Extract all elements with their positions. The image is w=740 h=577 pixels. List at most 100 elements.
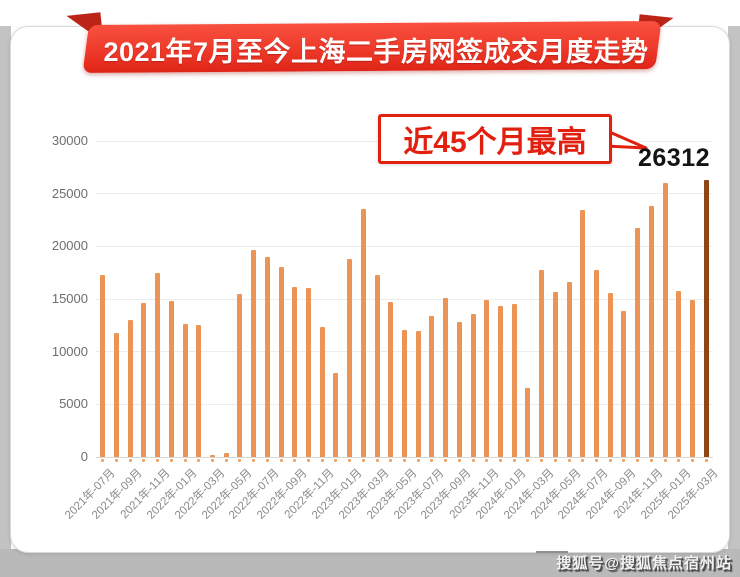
x-base-tick: [690, 459, 694, 462]
bar-2022年-10月: [306, 288, 312, 457]
x-base-tick: [498, 459, 502, 462]
x-base-tick: [677, 459, 681, 462]
gridline-20000: [96, 245, 713, 247]
x-base-tick: [594, 459, 598, 462]
x-base-tick: [567, 459, 571, 462]
x-base-tick: [416, 459, 420, 462]
bar-2023年-11月: [484, 300, 490, 457]
page-background-bottom: [0, 549, 740, 577]
bar-2023年-01月: [347, 258, 353, 457]
bar-2023年-10月: [470, 313, 476, 457]
bar-2022年-06月: [251, 249, 257, 457]
y-tick-label-20000: 20000: [51, 238, 88, 254]
peak-annotation-box: 近45个月最高: [378, 114, 612, 164]
page-background-left: [0, 26, 11, 552]
x-base-tick: [457, 459, 461, 462]
bar-2024年-04月: [552, 292, 558, 457]
watermark-text: 搜狐号@搜狐焦点宿州站: [556, 555, 732, 572]
bar-2024年-12月: [662, 183, 668, 457]
bar-2021年-09月: [127, 320, 133, 457]
x-base-tick: [471, 459, 475, 462]
x-base-tick: [444, 459, 448, 462]
x-base-tick: [389, 459, 393, 462]
bar-2022年-08月: [278, 266, 284, 457]
x-base-tick: [348, 459, 352, 462]
bar-2022年-02月: [196, 324, 202, 457]
x-base-tick: [403, 459, 406, 462]
x-base-tick: [197, 459, 201, 462]
bar-2022年-11月: [319, 327, 325, 457]
bar-2021年-07月: [100, 274, 106, 457]
chart-title: 2021年7月至今上海二手房网签成交月度走势: [103, 37, 649, 67]
x-base-tick: [622, 459, 626, 462]
bar-2024年-02月: [525, 388, 531, 457]
bar-2023年-12月: [497, 306, 503, 457]
bar-2024年-10月: [635, 228, 641, 457]
x-base-tick: [142, 459, 146, 462]
x-base-tick: [375, 459, 379, 462]
y-tick-label-5000: 5000: [59, 396, 88, 412]
x-base-tick: [238, 459, 242, 462]
bar-2023年-02月: [360, 208, 366, 457]
gridline-15000: [96, 298, 713, 300]
bar-2022年-05月: [237, 294, 243, 457]
x-base-tick: [115, 459, 119, 462]
bar-2025年-02月: [689, 299, 695, 457]
x-base-tick: [663, 459, 667, 462]
x-base-tick: [512, 459, 516, 462]
x-base-tick: [540, 459, 544, 462]
y-tick-label-0: 0: [80, 449, 88, 464]
gridline-25000: [96, 193, 713, 195]
x-base-tick: [649, 459, 653, 462]
x-base-tick: [608, 459, 612, 462]
bar-2024年-05月: [566, 282, 572, 457]
chart-card: [10, 26, 730, 553]
page-background-right: [728, 26, 740, 552]
watermark-divider: [536, 551, 568, 553]
x-base-tick: [293, 459, 297, 462]
x-base-tick: [265, 459, 269, 462]
x-base-tick: [224, 459, 228, 462]
bar-2022年-09月: [292, 287, 298, 457]
y-tick-label-10000: 10000: [51, 343, 88, 359]
peak-value-label: 26312: [638, 144, 711, 172]
bar-2024年-09月: [621, 311, 627, 457]
bar-2021年-10月: [141, 303, 147, 457]
x-base-tick: [211, 459, 215, 462]
x-base-tick: [101, 459, 105, 462]
peak-annotation-label: 近45个月最高: [403, 126, 587, 159]
bar-2024年-01月: [511, 304, 517, 457]
x-base-tick: [128, 459, 132, 462]
x-base-tick: [169, 459, 173, 462]
x-base-tick: [183, 459, 187, 462]
x-base-tick: [334, 459, 338, 462]
y-tick-label-25000: 25000: [51, 185, 88, 201]
bar-2025年-03月: [703, 179, 709, 457]
x-base-tick: [361, 459, 365, 462]
x-base-tick: [636, 459, 640, 462]
x-base-tick: [156, 459, 160, 462]
x-base-tick: [526, 459, 530, 462]
bar-2024年-03月: [539, 269, 545, 457]
bar-2023年-08月: [443, 298, 449, 457]
y-tick-label-30000: 30000: [51, 133, 88, 148]
bar-2024年-08月: [607, 293, 613, 457]
gridline-0: [96, 456, 713, 458]
x-base-tick: [320, 459, 324, 462]
bar-2025年-01月: [676, 291, 682, 457]
bar-2021年-11月: [155, 273, 161, 457]
x-base-tick: [307, 459, 311, 462]
bar-2023年-06月: [415, 330, 421, 457]
bar-2022年-03月: [210, 455, 216, 457]
x-base-tick: [279, 459, 283, 462]
bar-2022年-12月: [333, 372, 339, 457]
bar-2023年-05月: [402, 329, 407, 457]
bar-2021年-12月: [168, 301, 174, 457]
bar-2022年-07月: [264, 256, 270, 457]
x-base-tick: [553, 459, 557, 462]
x-base-tick: [581, 459, 585, 462]
bar-2022年-01月: [182, 324, 188, 457]
x-base-tick: [485, 459, 489, 462]
bar-2024年-11月: [648, 206, 654, 457]
